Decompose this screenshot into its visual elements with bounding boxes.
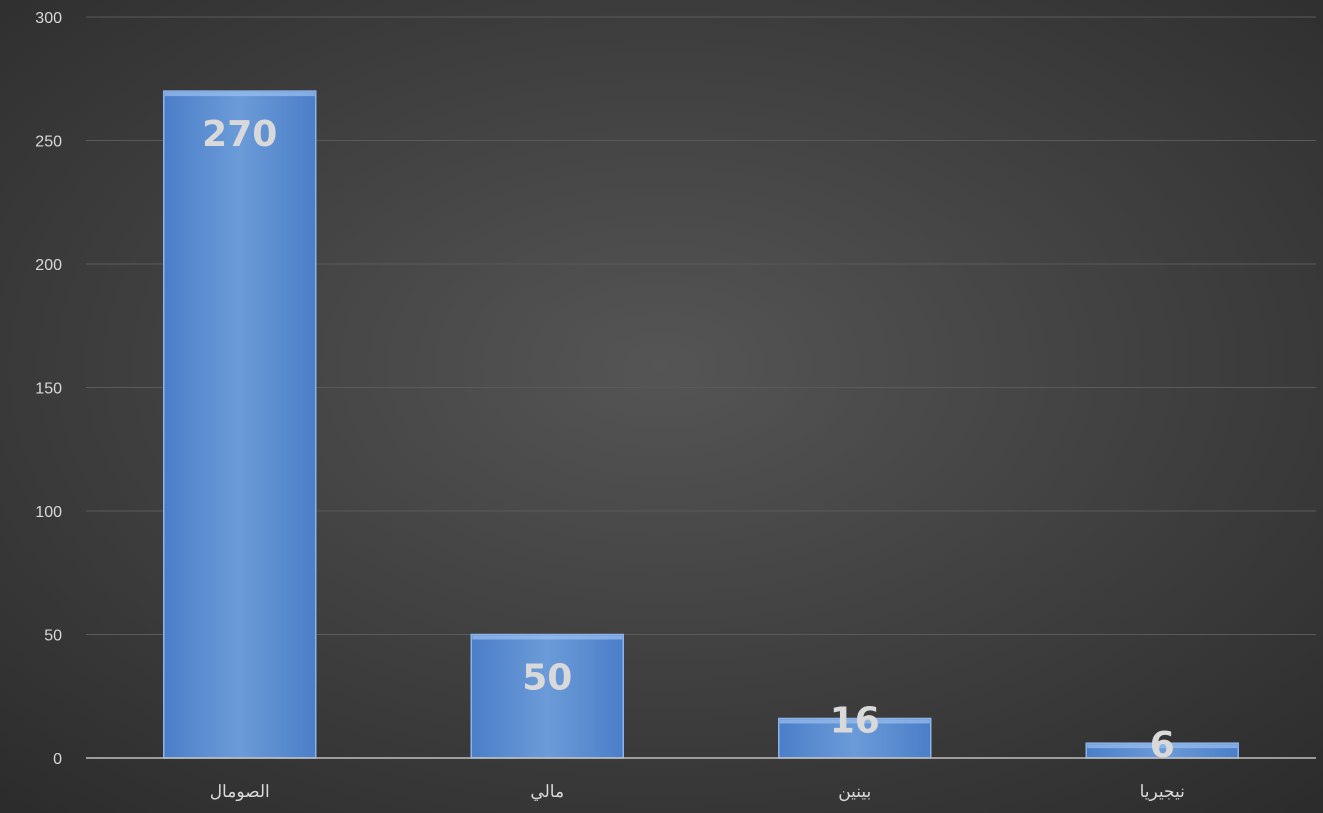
data-label: 270 — [202, 114, 277, 155]
data-labels: 270 50 16 6 — [202, 114, 1175, 766]
bar-bevel — [472, 635, 623, 640]
data-label: 50 — [522, 658, 572, 699]
y-axis-ticks: 0 50 100 150 200 250 300 — [35, 10, 62, 768]
bar — [163, 90, 317, 759]
x-tick-label: نيجيريا — [1140, 782, 1185, 802]
data-label: 16 — [830, 700, 880, 741]
y-tick-label: 50 — [44, 628, 62, 645]
bar — [470, 633, 624, 759]
x-tick-label: الصومال — [210, 782, 270, 802]
y-tick-label: 150 — [35, 381, 62, 398]
y-tick-label: 300 — [35, 10, 62, 27]
bars — [163, 90, 1239, 759]
bar — [778, 717, 932, 759]
data-label: 6 — [1150, 725, 1175, 766]
bar-bevel — [779, 719, 930, 724]
y-tick-label: 250 — [35, 134, 62, 151]
y-tick-label: 100 — [35, 504, 62, 521]
x-tick-label: بينين — [838, 782, 871, 802]
x-axis-ticks: الصومال مالي بينين نيجيريا — [210, 782, 1185, 802]
bar-bevel — [164, 92, 315, 97]
y-tick-label: 200 — [35, 257, 62, 274]
y-tick-label: 0 — [53, 751, 62, 768]
bar-bevel — [1087, 744, 1238, 749]
x-tick-label: مالي — [530, 782, 564, 801]
